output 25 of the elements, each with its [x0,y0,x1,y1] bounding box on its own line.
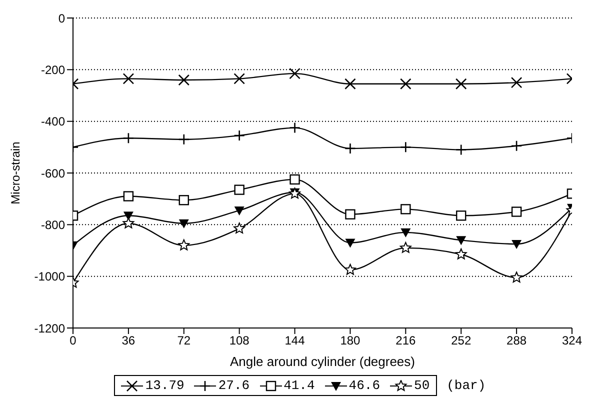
y-tick-label: -400 [40,114,66,129]
legend-label: 50 [413,378,430,393]
legend-label: 46.6 [348,378,380,393]
x-axis-title: Angle around cylinder (degrees) [230,354,415,369]
x-tick-label: 288 [506,334,527,348]
x-tick-label: 324 [562,334,582,348]
x-tick-label: 72 [177,334,191,348]
y-tick-label: -1000 [34,270,66,284]
x-tick-label: 0 [70,334,77,348]
legend-label: 41.4 [282,378,315,393]
y-tick-label: 0 [58,11,66,26]
legend-title: (bar) [446,378,486,393]
x-tick-label: 36 [122,334,136,348]
y-tick-label: -600 [40,166,66,180]
legend-label: 13.79 [144,378,184,393]
legend-label: 27.6 [217,378,250,393]
x-tick-label: 144 [284,334,306,348]
x-tick-label: 216 [396,334,416,348]
x-tick-label: 252 [451,334,472,348]
y-tick-label: -800 [40,218,66,232]
y-tick-label: -200 [40,62,66,77]
x-tick-label: 108 [229,334,250,348]
y-axis-title: Micro-strain [8,142,22,204]
y-tick-label: -1200 [34,321,66,336]
x-tick-label: 180 [340,334,361,348]
